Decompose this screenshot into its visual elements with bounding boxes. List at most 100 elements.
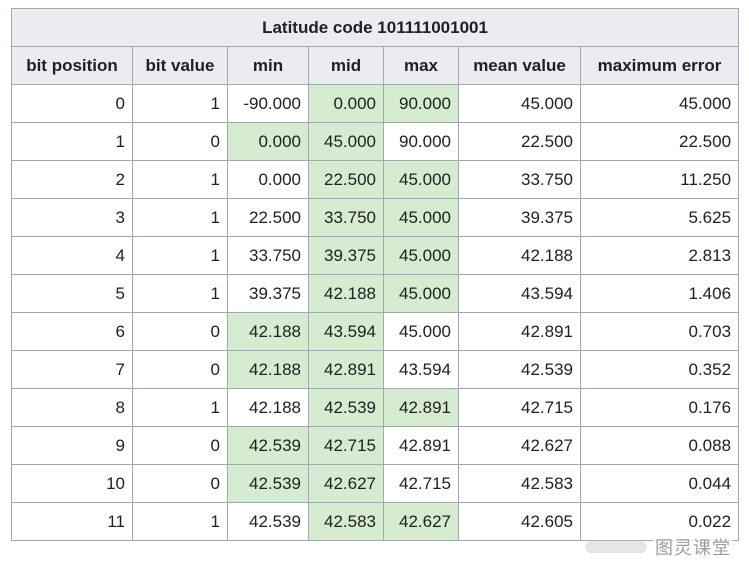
cell-max: 42.715 (383, 464, 459, 503)
cell-mid: 45.000 (308, 122, 384, 161)
cell-maximum-error: 2.813 (579, 236, 740, 275)
cell-bit-value: 1 (132, 274, 228, 313)
watermark: 图灵课堂 (585, 533, 741, 561)
table-body: 0 1 -90.000 0.000 90.000 45.000 45.000 1 0 0.000 4… (11, 84, 740, 541)
table-row: 1 0 0.000 45.000 90.000 22.500 22.500 (11, 122, 740, 161)
table-row: 0 1 -90.000 0.000 90.000 45.000 45.000 (11, 84, 740, 123)
cell-mid: 42.188 (308, 274, 384, 313)
cell-mean-value: 43.594 (458, 274, 581, 313)
cell-min: 33.750 (227, 236, 309, 275)
table-row: 5 1 39.375 42.188 45.000 43.594 1.406 (11, 274, 740, 313)
cell-bit-value: 1 (132, 502, 228, 541)
cell-bit-value: 0 (132, 464, 228, 503)
cell-mid: 42.627 (308, 464, 384, 503)
cell-bit-position: 10 (11, 464, 133, 503)
cell-bit-value: 0 (132, 122, 228, 161)
cell-bit-position: 2 (11, 160, 133, 199)
cell-min: 42.188 (227, 312, 309, 351)
cell-bit-position: 9 (11, 426, 133, 465)
cell-mid: 42.715 (308, 426, 384, 465)
cell-max: 45.000 (383, 274, 459, 313)
cell-maximum-error: 5.625 (579, 198, 740, 237)
table-row: 8 1 42.188 42.539 42.891 42.715 0.176 (11, 388, 740, 427)
cell-max: 42.627 (383, 502, 459, 541)
cell-bit-position: 5 (11, 274, 133, 313)
table-row: 11 1 42.539 42.583 42.627 42.605 0.022 (11, 502, 740, 541)
cell-mid: 42.539 (308, 388, 384, 427)
table-row: 9 0 42.539 42.715 42.891 42.627 0.088 (11, 426, 740, 465)
latitude-code-table: Latitude code 101111001001 bit position … (10, 8, 740, 541)
cell-bit-value: 0 (132, 312, 228, 351)
cell-min: 22.500 (227, 198, 309, 237)
cell-mid: 22.500 (308, 160, 384, 199)
cell-bit-value: 0 (132, 350, 228, 389)
cell-mid: 42.583 (308, 502, 384, 541)
header-mean-value: mean value (458, 46, 581, 85)
cell-max: 45.000 (383, 160, 459, 199)
table-row: 7 0 42.188 42.891 43.594 42.539 0.352 (11, 350, 740, 389)
cell-min: -90.000 (227, 84, 309, 123)
table-row: 10 0 42.539 42.627 42.715 42.583 0.044 (11, 464, 740, 503)
cell-mean-value: 42.715 (458, 388, 581, 427)
cell-max: 42.891 (383, 426, 459, 465)
cell-min: 42.188 (227, 388, 309, 427)
cell-min: 0.000 (227, 122, 309, 161)
cell-mean-value: 42.188 (458, 236, 581, 275)
cell-max: 42.891 (383, 388, 459, 427)
header-bit-position: bit position (11, 46, 133, 85)
cell-max: 90.000 (383, 84, 459, 123)
cell-min: 42.539 (227, 502, 309, 541)
cell-mid: 43.594 (308, 312, 384, 351)
cell-max: 45.000 (383, 236, 459, 275)
cell-bit-value: 1 (132, 388, 228, 427)
header-maximum-error: maximum error (579, 46, 740, 85)
cell-bit-position: 8 (11, 388, 133, 427)
cell-mid: 39.375 (308, 236, 384, 275)
cell-bit-position: 3 (11, 198, 133, 237)
cell-mean-value: 42.891 (458, 312, 581, 351)
table-row: 4 1 33.750 39.375 45.000 42.188 2.813 (11, 236, 740, 275)
cell-maximum-error: 11.250 (579, 160, 740, 199)
header-row: bit position bit value min mid max mean … (11, 46, 740, 85)
cell-mid: 33.750 (308, 198, 384, 237)
cell-mean-value: 39.375 (458, 198, 581, 237)
table-title: Latitude code 101111001001 (10, 8, 740, 47)
cell-mean-value: 42.539 (458, 350, 581, 389)
header-max: max (383, 46, 459, 85)
cell-maximum-error: 45.000 (579, 84, 740, 123)
cell-max: 45.000 (383, 312, 459, 351)
cell-bit-position: 6 (11, 312, 133, 351)
cell-mid: 0.000 (308, 84, 384, 123)
table-row: 3 1 22.500 33.750 45.000 39.375 5.625 (11, 198, 740, 237)
cell-bit-position: 4 (11, 236, 133, 275)
cell-bit-value: 0 (132, 426, 228, 465)
cell-mean-value: 33.750 (458, 160, 581, 199)
cell-min: 0.000 (227, 160, 309, 199)
watermark-logo (585, 541, 647, 553)
cell-bit-value: 1 (132, 84, 228, 123)
cell-bit-position: 0 (11, 84, 133, 123)
table-row: 6 0 42.188 43.594 45.000 42.891 0.703 (11, 312, 740, 351)
cell-maximum-error: 0.176 (579, 388, 740, 427)
cell-min: 42.539 (227, 426, 309, 465)
cell-max: 43.594 (383, 350, 459, 389)
cell-maximum-error: 0.352 (579, 350, 740, 389)
cell-mid: 42.891 (308, 350, 384, 389)
header-mid: mid (308, 46, 384, 85)
cell-mean-value: 42.627 (458, 426, 581, 465)
watermark-text: 图灵课堂 (653, 534, 733, 560)
cell-max: 90.000 (383, 122, 459, 161)
cell-bit-position: 7 (11, 350, 133, 389)
cell-maximum-error: 0.044 (579, 464, 740, 503)
title-row: Latitude code 101111001001 (10, 8, 740, 47)
cell-maximum-error: 0.703 (579, 312, 740, 351)
cell-mean-value: 42.605 (458, 502, 581, 541)
cell-min: 42.188 (227, 350, 309, 389)
cell-bit-value: 1 (132, 198, 228, 237)
cell-mean-value: 22.500 (458, 122, 581, 161)
cell-mean-value: 42.583 (458, 464, 581, 503)
cell-bit-position: 1 (11, 122, 133, 161)
table-row: 2 1 0.000 22.500 45.000 33.750 11.250 (11, 160, 740, 199)
cell-mean-value: 45.000 (458, 84, 581, 123)
cell-maximum-error: 1.406 (579, 274, 740, 313)
